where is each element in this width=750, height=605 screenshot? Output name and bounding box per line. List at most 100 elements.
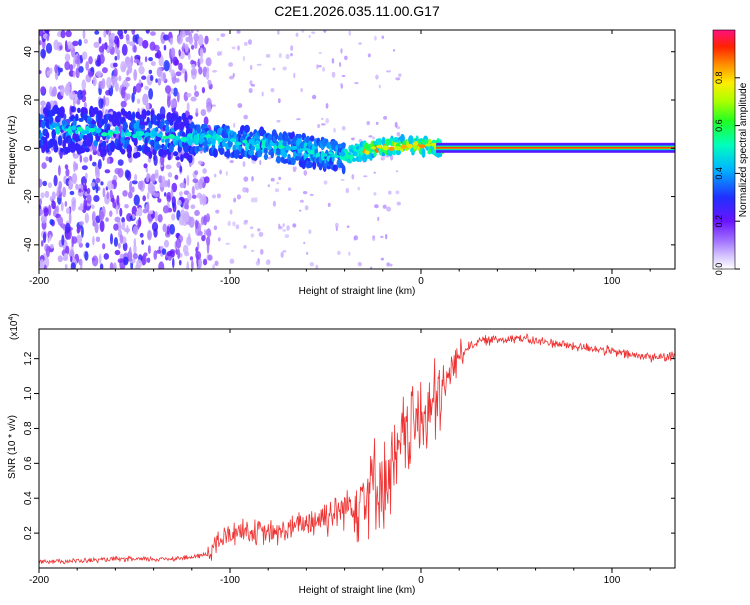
spectrogram-noise-blob xyxy=(150,31,156,36)
spectrogram-noise-blob xyxy=(286,225,290,231)
spectrogram-noise-blob xyxy=(109,210,113,217)
spectrogram-ridge-peak xyxy=(137,131,145,137)
spectrogram-noise-blob xyxy=(190,96,197,102)
spectrogram-noise-blob xyxy=(49,218,54,226)
spectrogram-noise-blob xyxy=(164,85,172,94)
spectrogram-noise-blob xyxy=(242,186,248,193)
spectrogram-noise-blob xyxy=(124,204,129,209)
spectrogram-noise-blob xyxy=(182,42,186,48)
spectrogram-noise-blob xyxy=(258,231,264,237)
spectrogram-noise-blob xyxy=(190,204,196,210)
spectrogram-noise-blob xyxy=(131,186,135,193)
spectrogram-noise-blob xyxy=(282,229,287,232)
spectrogram-noise-blob xyxy=(162,205,169,214)
spectrogram-noise-blob xyxy=(357,261,362,267)
spectrogram-ridge-blob xyxy=(172,151,179,157)
spectrogram-x-axis: -200 -100 0 100 xyxy=(29,30,651,287)
spectrogram-ridge-peak xyxy=(211,135,217,140)
spectrogram-ridge-blob xyxy=(57,135,63,145)
spectrogram-noise-blob xyxy=(184,30,191,36)
spectrogram-ridge-blob xyxy=(148,150,153,159)
spectrogram-noise-blob xyxy=(196,30,200,33)
spectrogram-noise-blob xyxy=(93,41,100,48)
spectrogram-ridge-blob xyxy=(326,164,332,170)
spectrogram-noise-blob xyxy=(44,190,50,199)
snr-x-tick-label: 0 xyxy=(418,575,424,586)
spectrogram-noise-blob xyxy=(290,53,293,57)
spectrogram-noise-blob xyxy=(166,225,170,236)
spectrogram-noise-blob xyxy=(227,220,231,227)
spectrogram-noise-blob xyxy=(276,181,280,185)
spectrogram-noise-blob xyxy=(199,194,204,205)
spectrogram-noise-blob xyxy=(148,69,153,75)
spectrogram-noise-blob xyxy=(112,62,118,68)
spectrogram-noise-blob xyxy=(97,158,102,170)
snr-x-tick-label: 100 xyxy=(604,575,621,586)
spectrogram-noise-blob xyxy=(121,44,128,56)
spectrogram-noise-blob xyxy=(340,48,343,54)
spectrogram-noise-blob xyxy=(127,191,133,199)
spectrogram-ridge-blob xyxy=(134,151,141,158)
spectrogram-noise-blob xyxy=(47,182,53,189)
spectrogram-noise-blob xyxy=(381,35,385,40)
spectrogram-noise-blob xyxy=(125,76,131,82)
spectrogram-ridge-peak xyxy=(430,142,438,147)
spectrogram-noise-blob xyxy=(285,53,290,60)
spectrogram-y-tick-label: -20 xyxy=(23,189,34,204)
spectrogram-noise-blob xyxy=(84,212,90,224)
snr-frame xyxy=(38,328,676,569)
spectrogram-x-tick-label: 100 xyxy=(604,276,621,287)
spectrogram-noise-blob xyxy=(117,242,121,249)
spectrogram-x-label: Height of straight line (km) xyxy=(299,286,416,297)
spectrogram-noise-blob xyxy=(261,91,264,97)
spectrogram-noise-blob xyxy=(163,239,170,248)
spectrogram-noise-blob xyxy=(203,229,207,238)
spectrogram-ridge-blob xyxy=(341,164,346,175)
spectrogram-noise-blob xyxy=(41,162,47,170)
spectrogram-noise-blob xyxy=(79,203,84,211)
spectrogram-noise-blob xyxy=(95,70,102,78)
spectrogram-noise-blob xyxy=(40,214,47,224)
spectrogram-noise-blob xyxy=(372,136,375,140)
spectrogram-ridge-blob xyxy=(51,132,56,140)
spectrogram-ridge-blob xyxy=(137,135,142,141)
spectrogram-noise-blob xyxy=(186,261,190,269)
spectrogram-noise-blob xyxy=(302,191,308,195)
spectrogram-noise-blob xyxy=(147,244,151,254)
spectrogram-ridge-blob xyxy=(162,149,168,156)
spectrogram-noise-blob xyxy=(199,47,204,59)
spectrogram-noise-blob xyxy=(39,69,42,75)
spectrogram-noise-blob xyxy=(81,51,88,60)
spectrogram-noise-blob xyxy=(53,209,57,217)
spectrogram-noise-blob xyxy=(141,239,145,245)
spectrogram-noise-blob xyxy=(91,255,99,267)
snr-y-tick-label: 0.8 xyxy=(23,421,34,435)
spectrogram-ridge-blob xyxy=(154,126,159,133)
spectrogram-noise-blob xyxy=(270,177,275,182)
spectrogram-noise-blob xyxy=(217,237,221,242)
spectrogram-noise-blob xyxy=(303,241,306,245)
spectrogram-noise-blob xyxy=(323,180,328,185)
spectrogram-noise-blob xyxy=(131,30,136,35)
snr-x-axis: -200 -100 0 100 xyxy=(29,329,651,586)
spectrogram-noise-blob xyxy=(204,36,209,45)
spectrogram-noise-blob xyxy=(316,64,319,70)
spectrogram-noise-blob xyxy=(190,30,194,34)
spectrogram-noise-blob xyxy=(193,33,199,42)
spectrogram-noise-blob xyxy=(75,183,79,190)
spectrogram-noise-blob xyxy=(184,43,189,53)
spectrogram-noise-blob xyxy=(216,193,221,199)
spectrogram-noise-blob xyxy=(167,172,173,178)
spectrogram-noise-blob xyxy=(106,157,111,165)
spectrogram-noise-blob xyxy=(213,225,218,231)
spectrogram-noise-blob xyxy=(172,87,178,97)
spectrogram-noise-blob xyxy=(232,221,236,227)
spectrogram-ridge-peak xyxy=(309,150,315,155)
spectrogram-noise-blob xyxy=(156,249,162,254)
spectrogram-ridge-peak xyxy=(290,145,298,151)
spectrogram-noise-blob xyxy=(105,30,109,35)
spectrogram-ridge-blob xyxy=(196,124,201,134)
spectrogram-noise-blob xyxy=(83,101,87,109)
spectrogram-noise-blob xyxy=(145,30,150,34)
spectrogram-noise-blob xyxy=(110,197,115,203)
